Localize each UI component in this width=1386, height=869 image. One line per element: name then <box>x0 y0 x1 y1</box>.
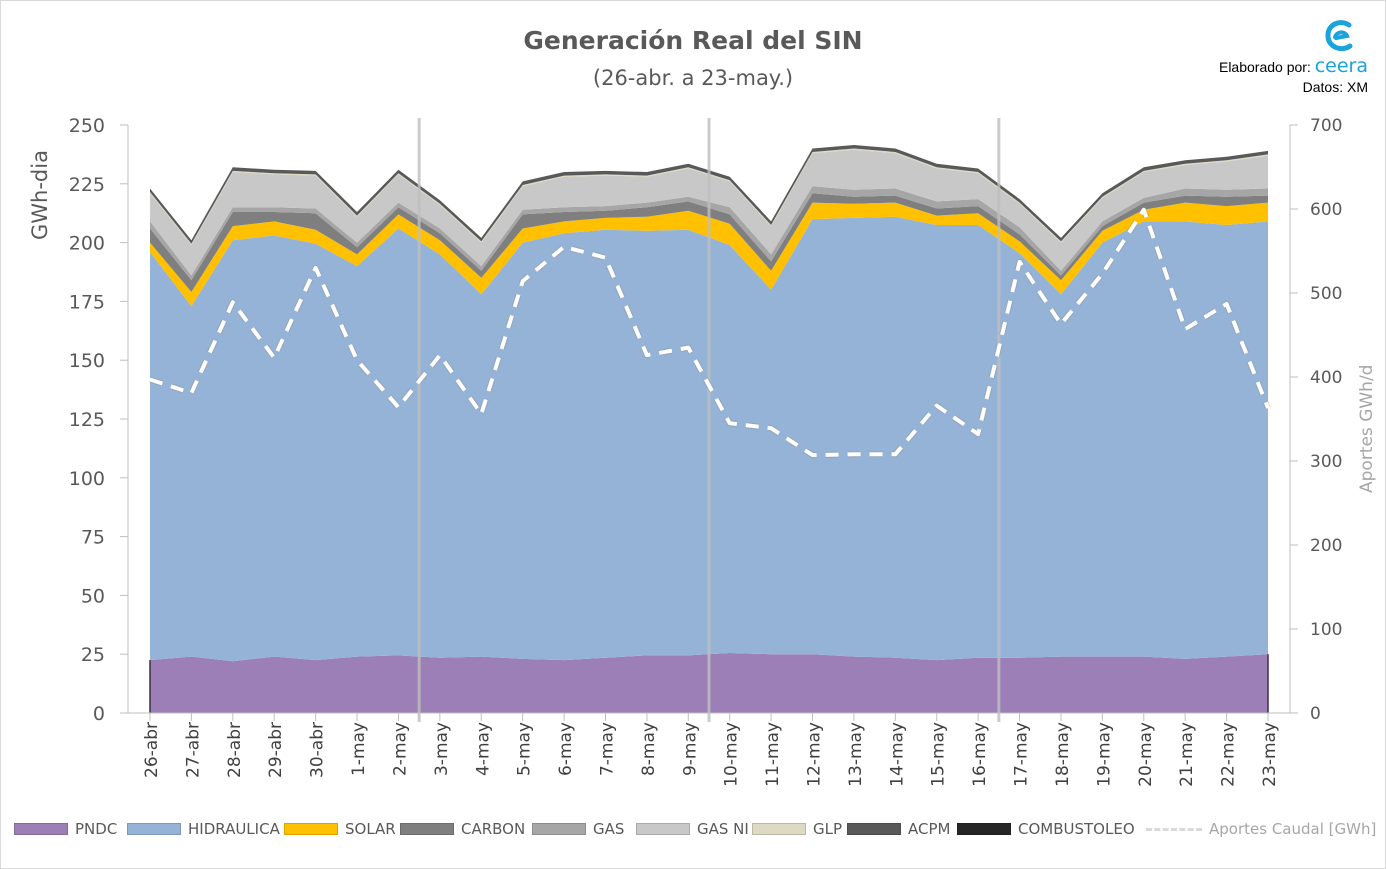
x-tick-label: 19-may <box>1094 722 1114 787</box>
x-tick-label: 8-may <box>639 722 659 776</box>
legend-swatch <box>284 823 338 835</box>
area-series-gas <box>150 186 1268 281</box>
y-tick-label-left: 150 <box>69 350 105 372</box>
area-series-gas-ni <box>150 149 1268 276</box>
x-tick-label: 12-may <box>805 722 825 787</box>
line-series-aportes-caudal-gwh <box>149 207 1270 458</box>
x-tick-label: 18-may <box>1053 722 1073 787</box>
x-tick-label: 23-may <box>1260 722 1280 787</box>
legend-item-solar: SOLAR <box>284 818 396 840</box>
legend-item-combustoleo: COMBUSTOLEO <box>957 818 1135 840</box>
legend-swatch <box>1146 827 1202 831</box>
chart-subtitle: (26-abr. a 23-may.) <box>592 66 794 90</box>
legend-item-aportes-caudal-gwh: Aportes Caudal [GWh] <box>1146 818 1376 840</box>
y-axis-left-title: GWh-dia <box>28 150 52 240</box>
y-tick-label-right: 100 <box>1310 620 1342 640</box>
legend-label: CARBON <box>461 820 526 838</box>
legend-swatch <box>532 823 586 835</box>
area-series-carbon <box>150 193 1268 292</box>
legend-label: PNDC <box>75 820 118 838</box>
y-tick-label-left: 200 <box>69 233 105 255</box>
ceera-swirl-logo-icon <box>1325 20 1353 52</box>
x-tick-label: 10-may <box>722 722 742 787</box>
chart-title: Generación Real del SIN <box>523 26 863 55</box>
legend-item-hidraulica: HIDRAULICA <box>127 818 280 840</box>
x-tick-label: 11-may <box>763 722 783 787</box>
credit-source: Datos: XM <box>1302 79 1368 95</box>
x-tick-label: 16-may <box>970 722 990 787</box>
legend-label: GLP <box>813 820 843 838</box>
legend-swatch <box>752 823 806 835</box>
legend-item-gas-ni: GAS NI <box>636 818 749 840</box>
x-tick-label: 14-may <box>887 722 907 787</box>
x-tick-label: 3-may <box>432 722 452 776</box>
y-tick-label-left: 100 <box>69 468 105 490</box>
legend-item-pndc: PNDC <box>14 818 117 840</box>
x-tick-label: 4-may <box>473 722 493 776</box>
x-tick-label: 27-abr <box>183 722 203 778</box>
y-tick-label-left: 50 <box>81 585 105 607</box>
legend-swatch <box>636 823 690 835</box>
y-tick-label-left: 125 <box>69 409 105 431</box>
y-tick-label-right: 0 <box>1310 704 1321 724</box>
x-tick-label: 2-may <box>390 722 410 776</box>
x-tick-label: 13-may <box>846 722 866 787</box>
y-tick-label-left: 0 <box>93 703 105 725</box>
area-series-solar <box>150 202 1268 307</box>
y-tick-label-left: 250 <box>69 115 105 137</box>
legend-label: GAS NI <box>697 820 749 838</box>
x-tick-label: 9-may <box>680 722 700 776</box>
x-tick-label: 20-may <box>1136 722 1156 787</box>
legend-item-gas: GAS <box>532 818 624 840</box>
legend-label: ACPM <box>908 820 951 838</box>
x-tick-label: 22-may <box>1219 722 1239 787</box>
credit-prefix: Elaborado por: <box>1218 59 1311 75</box>
y-tick-label-right: 500 <box>1310 284 1342 304</box>
y-tick-label-right: 300 <box>1310 452 1342 472</box>
legend-label: Aportes Caudal [GWh] <box>1209 820 1377 838</box>
x-tick-label: 26-abr <box>142 722 162 778</box>
legend-label: GAS <box>593 820 625 838</box>
legend-swatch <box>127 823 181 835</box>
y-tick-label-left: 75 <box>81 527 105 549</box>
x-tick-label: 1-may <box>349 722 369 776</box>
credit-block: Elaborado por: ceera Datos: XM <box>1219 56 1368 97</box>
x-tick-label: 7-may <box>597 722 617 776</box>
legend-swatch <box>847 823 901 835</box>
legend-swatch <box>400 823 454 835</box>
legend-item-glp: GLP <box>752 818 842 840</box>
y-tick-label-right: 700 <box>1310 116 1342 136</box>
y-tick-label-left: 25 <box>81 644 105 666</box>
legend-item-acpm: ACPM <box>847 818 950 840</box>
x-tick-label: 17-may <box>1012 722 1032 787</box>
x-tick-label: 15-may <box>929 722 949 787</box>
x-tick-label: 29-abr <box>266 722 286 778</box>
x-tick-label: 28-abr <box>225 722 245 778</box>
y-tick-label-left: 175 <box>69 291 105 313</box>
legend-swatch <box>957 823 1011 835</box>
legend-label: SOLAR <box>345 820 396 838</box>
legend-item-carbon: CARBON <box>400 818 525 840</box>
y-tick-label-right: 400 <box>1310 368 1342 388</box>
legend-label: COMBUSTOLEO <box>1018 820 1135 838</box>
x-tick-label: 30-abr <box>308 722 328 778</box>
y-tick-label-right: 600 <box>1310 200 1342 220</box>
chart-legend: PNDC HIDRAULICA SOLAR CARBON GAS GAS NI GLP ACP… <box>14 818 1380 840</box>
x-tick-label: 5-may <box>515 722 535 776</box>
legend-swatch <box>14 823 68 835</box>
credit-brand: ceera <box>1314 55 1368 77</box>
y-tick-label-right: 200 <box>1310 536 1342 556</box>
x-tick-label: 6-may <box>556 722 576 776</box>
x-tick-label: 21-may <box>1177 722 1197 787</box>
y-tick-label-left: 225 <box>69 174 105 196</box>
legend-label: HIDRAULICA <box>188 820 280 838</box>
